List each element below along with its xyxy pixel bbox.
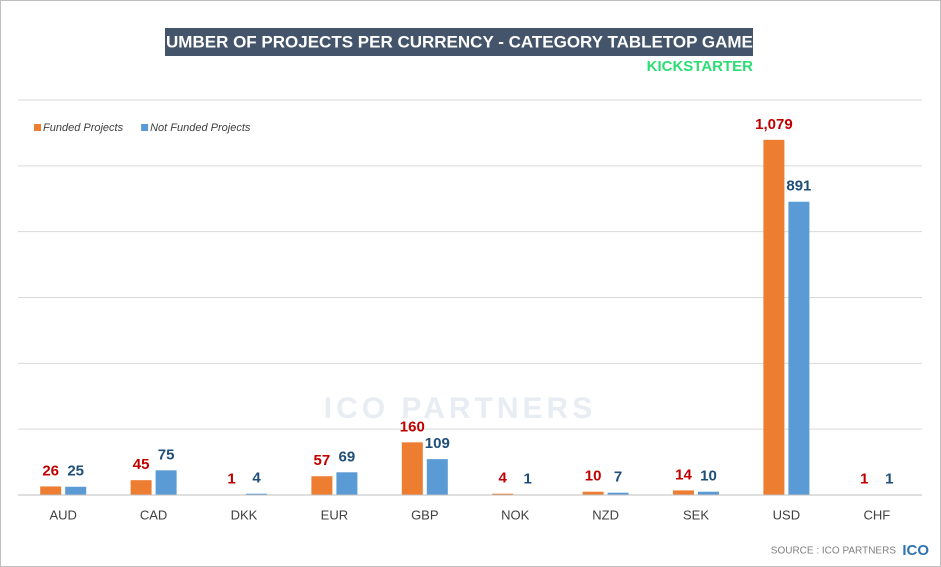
bar: [155, 470, 177, 495]
value-label: 69: [339, 448, 356, 465]
bar: [311, 476, 333, 495]
subtitle: KICKSTARTER: [647, 58, 754, 75]
bar: [607, 492, 629, 495]
bar: [426, 459, 448, 495]
watermark: ICO PARTNERS: [324, 392, 596, 425]
x-tick-label: AUD: [49, 507, 76, 522]
x-tick-label: SEK: [683, 507, 709, 522]
value-label: 45: [133, 456, 150, 473]
value-label: 1: [227, 471, 235, 488]
legend-label: Funded Projects: [43, 122, 124, 134]
x-tick-label: NZD: [592, 507, 619, 522]
value-label: 25: [67, 463, 84, 480]
value-label: 10: [700, 468, 717, 485]
x-tick-label: DKK: [231, 507, 258, 522]
value-label: 75: [158, 446, 175, 463]
x-tick-label: USD: [773, 507, 800, 522]
value-label: 10: [585, 468, 602, 485]
bar: [673, 490, 694, 495]
value-label: 14: [675, 466, 692, 483]
value-label: 1: [885, 471, 893, 488]
legend-swatch: [34, 124, 41, 131]
value-label: 26: [42, 462, 59, 479]
value-label: 1: [860, 471, 868, 488]
x-tick-label: CHF: [863, 507, 890, 522]
x-tick-label: EUR: [321, 507, 348, 522]
value-label: 4: [499, 470, 508, 487]
bar: [763, 139, 785, 495]
bar: [130, 480, 152, 495]
x-tick-label: NOK: [501, 507, 530, 522]
value-label: 1: [524, 471, 532, 488]
title-box: [165, 28, 753, 56]
legend-swatch: [141, 124, 149, 131]
chart-title: NUMBER OF PROJECTS PER CURRENCY - CATEGO…: [154, 32, 765, 51]
bar: [582, 491, 604, 495]
legend-label: Not Funded Projects: [150, 122, 251, 134]
bar: [401, 442, 423, 495]
value-label: 109: [425, 435, 450, 452]
value-label: 1,079: [755, 116, 793, 133]
logo: ICO: [902, 542, 929, 559]
source: SOURCE : ICO PARTNERS: [771, 546, 897, 557]
bar: [492, 493, 514, 495]
value-label: 57: [314, 452, 331, 469]
value-label: 160: [400, 418, 425, 435]
bar: [336, 472, 358, 495]
bar: [40, 486, 62, 495]
bar: [788, 201, 810, 495]
bar: [698, 491, 719, 495]
x-tick-label: CAD: [140, 507, 167, 522]
bar: [246, 493, 267, 495]
value-label: 891: [786, 178, 811, 195]
bar: [65, 486, 87, 495]
value-label: 7: [614, 469, 622, 486]
value-label: 4: [252, 470, 261, 487]
x-tick-label: GBP: [411, 507, 438, 522]
